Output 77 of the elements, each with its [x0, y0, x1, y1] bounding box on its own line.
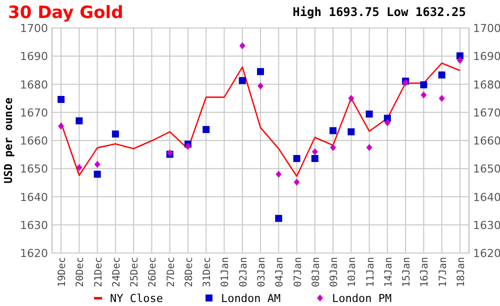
y2-tick-label: 1700	[473, 22, 500, 35]
chart-subtitle: High 1693.75 Low 1632.25	[292, 5, 466, 19]
legend-label: NY Close	[110, 292, 163, 305]
y-tick-label: 1630	[20, 218, 48, 232]
point	[330, 127, 337, 134]
y-tick-label: 1620	[20, 247, 48, 260]
point	[438, 94, 445, 102]
x-tick-label: 11Jan	[365, 257, 376, 288]
y2-tick-label: 1650	[473, 162, 500, 176]
point	[239, 42, 246, 50]
point	[94, 160, 100, 168]
x-tick-label: 19Dec	[57, 257, 68, 288]
y-axis-title: USD per ounce	[2, 97, 15, 184]
point	[348, 128, 355, 136]
point	[294, 178, 300, 186]
x-tick-label: 09Jan	[329, 257, 340, 288]
point	[202, 126, 210, 134]
point	[366, 144, 372, 152]
point	[348, 94, 354, 102]
y2-tick-label: 1660	[473, 134, 500, 148]
x-tick-label: 25Dec	[130, 257, 141, 288]
point	[311, 155, 318, 162]
legend-label: London AM	[221, 292, 281, 305]
point	[293, 155, 300, 162]
y2-tick-label: 1620	[473, 247, 500, 260]
point	[257, 68, 264, 76]
x-tick-label: 16Jan	[420, 257, 431, 288]
x-tick-label: 31Dec	[202, 257, 214, 288]
y2-tick-label: 1690	[473, 50, 500, 64]
point	[276, 170, 282, 178]
point	[366, 110, 373, 118]
point	[94, 170, 101, 178]
y-tick-label: 1680	[20, 78, 48, 92]
x-tick-label: 02Jan	[238, 257, 250, 288]
point	[420, 91, 427, 98]
y2-tick-label: 1670	[473, 106, 500, 120]
x-tick-label: 26Dec	[148, 257, 159, 288]
x-tick-label: 14Jan	[383, 257, 394, 288]
y-tick-label: 1640	[20, 190, 48, 204]
legend-label: London PM	[332, 292, 392, 305]
x-tick-label: 21Dec	[93, 257, 104, 288]
x-tick-label: 07Jan	[292, 257, 304, 288]
point	[58, 122, 64, 130]
y-tick-label: 1690	[20, 50, 48, 64]
point	[238, 77, 246, 84]
x-tick-label: 10Jan	[347, 257, 358, 288]
point	[330, 144, 336, 152]
point	[76, 164, 82, 171]
y-tick-label: 1700	[20, 22, 48, 35]
point	[258, 82, 264, 90]
x-tick-label: 27Dec	[166, 257, 177, 288]
point	[312, 148, 318, 156]
x-tick-label: 18Jan	[456, 257, 467, 288]
x-tick-label: 04Jan	[274, 257, 286, 288]
point	[76, 117, 83, 124]
x-tick-label: 08Jan	[310, 257, 322, 288]
x-tick-label: 28Dec	[184, 257, 195, 288]
y2-tick-label: 1680	[473, 78, 500, 92]
x-tick-label: 15Jan	[402, 257, 413, 288]
point	[275, 214, 282, 222]
y-tick-label: 1650	[20, 162, 48, 176]
x-tick-label: 20Dec	[75, 257, 86, 288]
y2-tick-label: 1630	[473, 218, 500, 232]
point	[384, 119, 390, 126]
point	[420, 81, 428, 88]
chart-title: 30 Day Gold	[8, 3, 124, 23]
point	[58, 96, 65, 103]
y-tick-label: 1660	[20, 134, 48, 148]
y-tick-label: 1670	[20, 106, 48, 120]
point	[456, 56, 463, 64]
point	[438, 71, 446, 78]
x-tick-label: 01Jan	[220, 257, 232, 288]
x-tick-label: 17Jan	[438, 257, 449, 288]
x-tick-label: 03Jan	[256, 257, 268, 288]
point	[112, 130, 119, 138]
x-tick-label: 24Dec	[111, 257, 122, 288]
y2-tick-label: 1640	[473, 190, 500, 204]
